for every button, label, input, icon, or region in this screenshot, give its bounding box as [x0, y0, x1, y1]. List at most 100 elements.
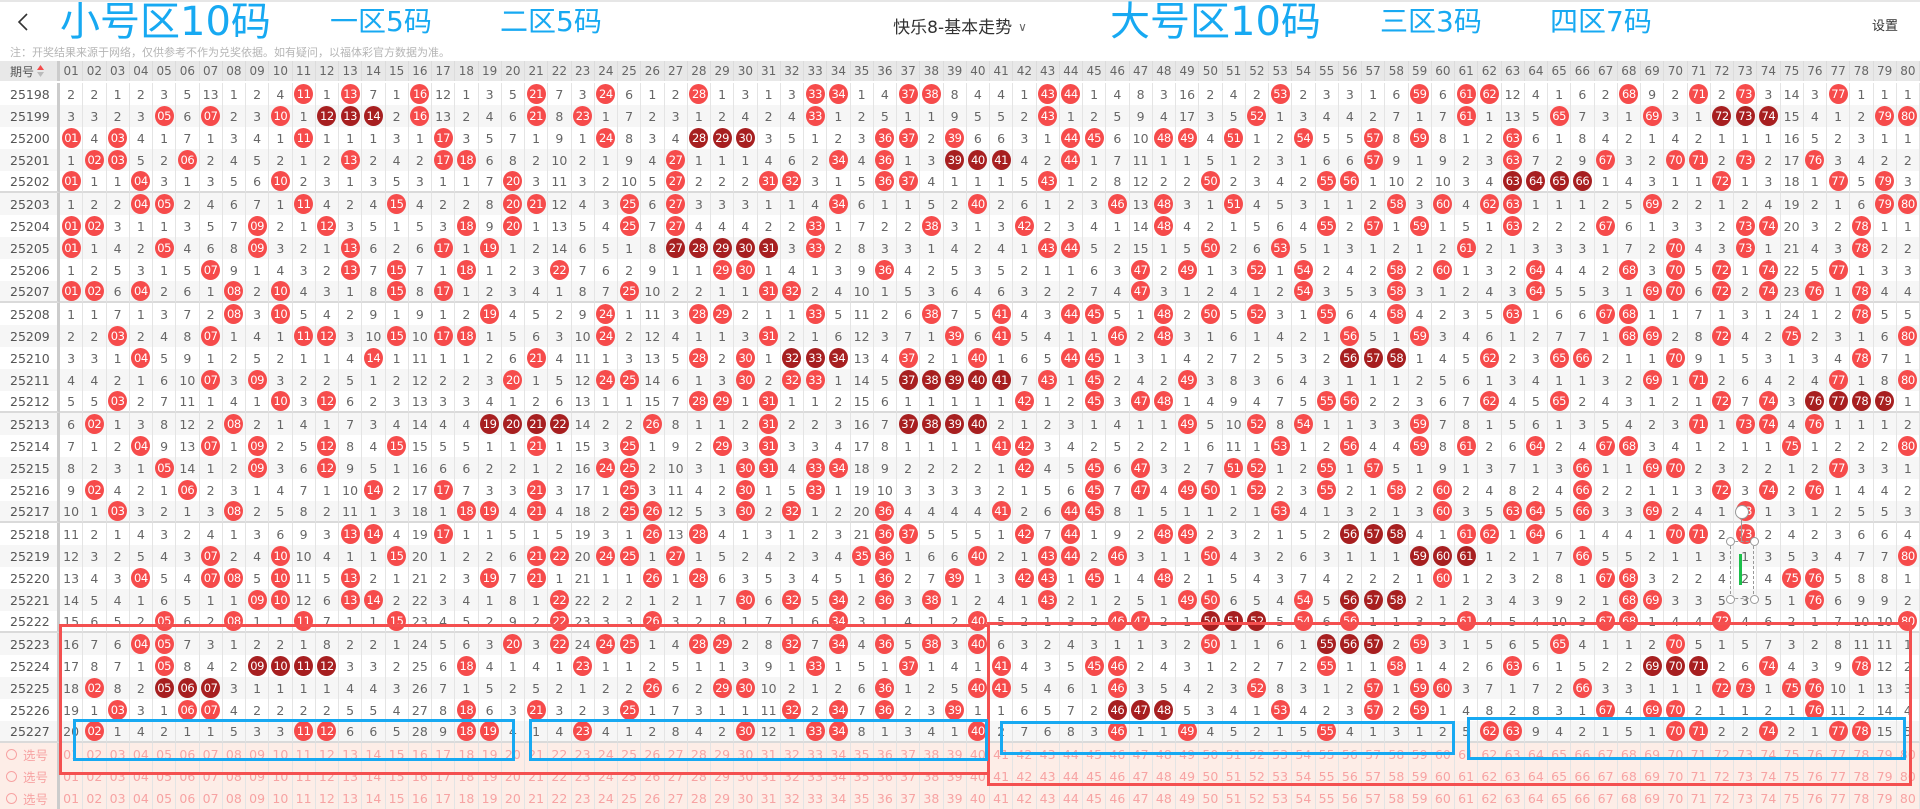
pick-number-27[interactable]: 27 — [664, 743, 688, 765]
omission-count: 9 — [625, 152, 634, 168]
sort-icon[interactable] — [37, 65, 45, 77]
pick-number-12[interactable]: 12 — [315, 743, 339, 765]
pick-number-11[interactable]: 11 — [292, 743, 316, 765]
pick-number-20[interactable]: 20 — [501, 743, 525, 765]
pick-number-35[interactable]: 35 — [850, 743, 874, 765]
pick-number-51[interactable]: 51 — [1222, 743, 1246, 765]
pick-number-08[interactable]: 08 — [222, 743, 246, 765]
pick-number-38[interactable]: 38 — [920, 743, 944, 765]
trend-cell: 1 — [386, 83, 409, 105]
pick-number-40[interactable]: 40 — [966, 743, 990, 765]
pick-number-67[interactable]: 67 — [1594, 743, 1618, 765]
pick-number-15[interactable]: 15 — [385, 743, 409, 765]
pick-number-34[interactable]: 34 — [827, 743, 851, 765]
pick-number-14[interactable]: 14 — [362, 743, 386, 765]
pick-number-39[interactable]: 39 — [943, 743, 967, 765]
pick-number-75[interactable]: 75 — [1780, 743, 1804, 765]
pick-number-74[interactable]: 74 — [1757, 743, 1781, 765]
pick-number-48[interactable]: 48 — [1152, 743, 1176, 765]
pick-number-16[interactable]: 16 — [408, 743, 432, 765]
pick-number-18[interactable]: 18 — [455, 743, 479, 765]
pick-number-54[interactable]: 54 — [1292, 743, 1316, 765]
pick-number-09[interactable]: 09 — [246, 743, 270, 765]
pick-number-62[interactable]: 62 — [1478, 743, 1502, 765]
pick-number-06[interactable]: 06 — [176, 743, 200, 765]
pick-number-73[interactable]: 73 — [1734, 743, 1758, 765]
pick-number-58[interactable]: 58 — [1385, 743, 1409, 765]
pick-number-05[interactable]: 05 — [153, 743, 177, 765]
pick-number-66[interactable]: 66 — [1571, 743, 1595, 765]
pick-number-36[interactable]: 36 — [873, 743, 897, 765]
trend-cell: 5 — [1245, 589, 1269, 611]
pick-number-46[interactable]: 46 — [1106, 743, 1130, 765]
trend-cell: 5 — [1269, 347, 1293, 369]
trend-cell: 8 — [711, 611, 735, 633]
pick-number-23[interactable]: 23 — [571, 743, 595, 765]
pick-number-60[interactable]: 60 — [1431, 743, 1455, 765]
pick-number-29[interactable]: 29 — [711, 743, 735, 765]
pick-number-01[interactable]: 01 — [60, 743, 84, 765]
pick-number-72[interactable]: 72 — [1710, 743, 1734, 765]
radio-icon[interactable] — [6, 748, 17, 760]
pick-number-57[interactable]: 57 — [1362, 743, 1386, 765]
settings-button[interactable]: 设置 — [1871, 19, 1898, 34]
pick-number-44[interactable]: 44 — [1059, 743, 1083, 765]
pick-number-68[interactable]: 68 — [1617, 743, 1641, 765]
pick-number-63[interactable]: 63 — [1501, 743, 1525, 765]
pick-number-76[interactable]: 76 — [1803, 743, 1827, 765]
pick-number-65[interactable]: 65 — [1548, 743, 1572, 765]
pick-number-24[interactable]: 24 — [594, 743, 618, 765]
pick-number-37[interactable]: 37 — [897, 743, 921, 765]
pick-number-13[interactable]: 13 — [339, 743, 363, 765]
pick-number-70[interactable]: 70 — [1664, 743, 1688, 765]
pick-number-55[interactable]: 55 — [1315, 743, 1339, 765]
pick-number-26[interactable]: 26 — [641, 743, 665, 765]
pick-number-21[interactable]: 21 — [525, 743, 549, 765]
pick-number-42[interactable]: 42 — [1013, 743, 1037, 765]
pick-number-43[interactable]: 43 — [1036, 743, 1060, 765]
trend-cell: 3 — [1478, 259, 1502, 281]
omission-count: 1 — [1648, 680, 1657, 696]
pick-number-64[interactable]: 64 — [1524, 743, 1548, 765]
pick-number-19[interactable]: 19 — [478, 743, 502, 765]
pick-number-22[interactable]: 22 — [548, 743, 572, 765]
pick-number-50[interactable]: 50 — [1199, 743, 1223, 765]
trend-cell: 3 — [1315, 545, 1339, 567]
pick-number-41[interactable]: 41 — [990, 743, 1014, 765]
omission-count: 5 — [1090, 240, 1099, 256]
back-chevron-icon[interactable] — [12, 10, 36, 34]
pick-number-59[interactable]: 59 — [1408, 743, 1432, 765]
pick-number-07[interactable]: 07 — [199, 743, 223, 765]
pick-number-25[interactable]: 25 — [618, 743, 642, 765]
pick-number-69[interactable]: 69 — [1641, 743, 1665, 765]
pick-number-56[interactable]: 56 — [1338, 743, 1362, 765]
pick-number-61[interactable]: 61 — [1455, 743, 1479, 765]
trend-cell: 6 — [1036, 721, 1060, 743]
pick-number-03[interactable]: 03 — [106, 743, 130, 765]
pick-number-47[interactable]: 47 — [1129, 743, 1153, 765]
trend-cell: 2 — [1153, 259, 1176, 281]
pick-number-71[interactable]: 71 — [1687, 743, 1711, 765]
pick-number-45[interactable]: 45 — [1083, 743, 1107, 765]
pick-number-52[interactable]: 52 — [1245, 743, 1269, 765]
page-title-dropdown[interactable]: 快乐8-基本走势 ∨ — [880, 13, 1040, 38]
pick-number-53[interactable]: 53 — [1269, 743, 1293, 765]
pick-number-04[interactable]: 04 — [129, 743, 153, 765]
omission-count: 3 — [253, 526, 262, 542]
pick-number-32[interactable]: 32 — [780, 743, 804, 765]
pick-number-28[interactable]: 28 — [687, 743, 711, 765]
pick-number-10[interactable]: 10 — [269, 743, 293, 765]
pick-number-02[interactable]: 02 — [83, 743, 107, 765]
pick-number-49[interactable]: 49 — [1176, 743, 1200, 765]
trend-cell: 5 — [293, 303, 316, 325]
pick-row-label[interactable]: 选号 — [0, 743, 60, 765]
trend-cell: 78 — [1850, 237, 1874, 259]
trend-cell: 2 — [1804, 523, 1827, 545]
pick-number-33[interactable]: 33 — [804, 743, 828, 765]
pick-number-17[interactable]: 17 — [432, 743, 456, 765]
trend-cell: 1 — [711, 149, 735, 171]
issue-header[interactable]: 期号 — [0, 61, 60, 81]
pick-number-30[interactable]: 30 — [734, 743, 758, 765]
trend-cell: 2 — [641, 105, 665, 127]
pick-number-31[interactable]: 31 — [757, 743, 781, 765]
